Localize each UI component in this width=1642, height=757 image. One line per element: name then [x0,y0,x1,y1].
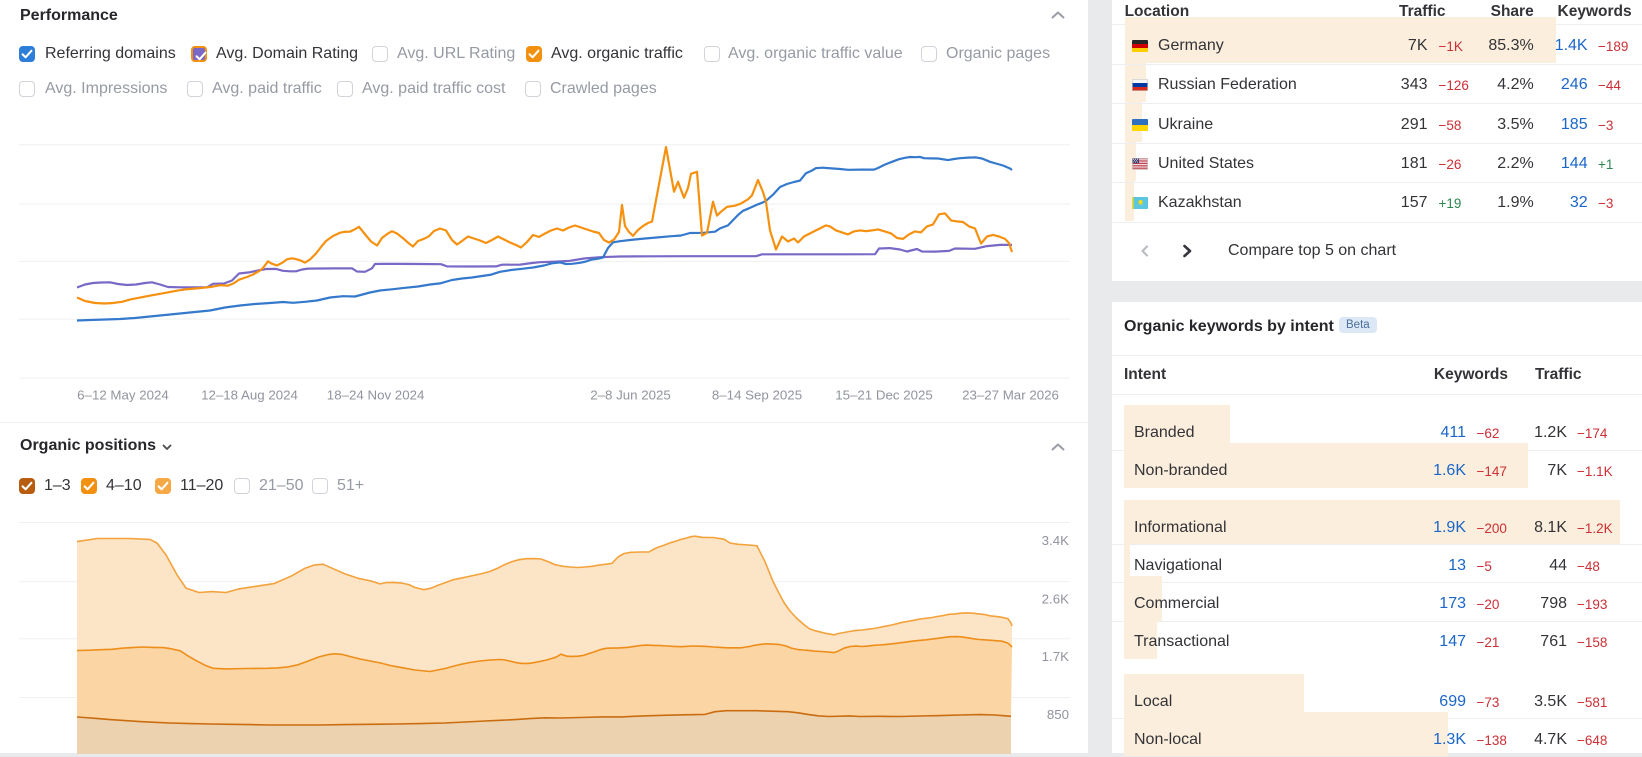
svg-text:3.4K: 3.4K [1042,533,1069,548]
svg-text:18–24 Nov 2024: 18–24 Nov 2024 [327,388,425,403]
svg-text:23–27 Mar 2026: 23–27 Mar 2026 [962,388,1059,403]
svg-text:8–14 Sep 2025: 8–14 Sep 2025 [712,388,802,403]
svg-text:2–8 Jun 2025: 2–8 Jun 2025 [590,388,671,403]
svg-text:2.6K: 2.6K [1042,592,1069,607]
svg-text:850: 850 [1047,707,1069,722]
svg-text:15–21 Dec 2025: 15–21 Dec 2025 [835,388,933,403]
svg-text:6–12 May 2024: 6–12 May 2024 [77,388,169,403]
svg-text:1.7K: 1.7K [1042,649,1069,664]
svg-text:12–18 Aug 2024: 12–18 Aug 2024 [201,388,298,403]
